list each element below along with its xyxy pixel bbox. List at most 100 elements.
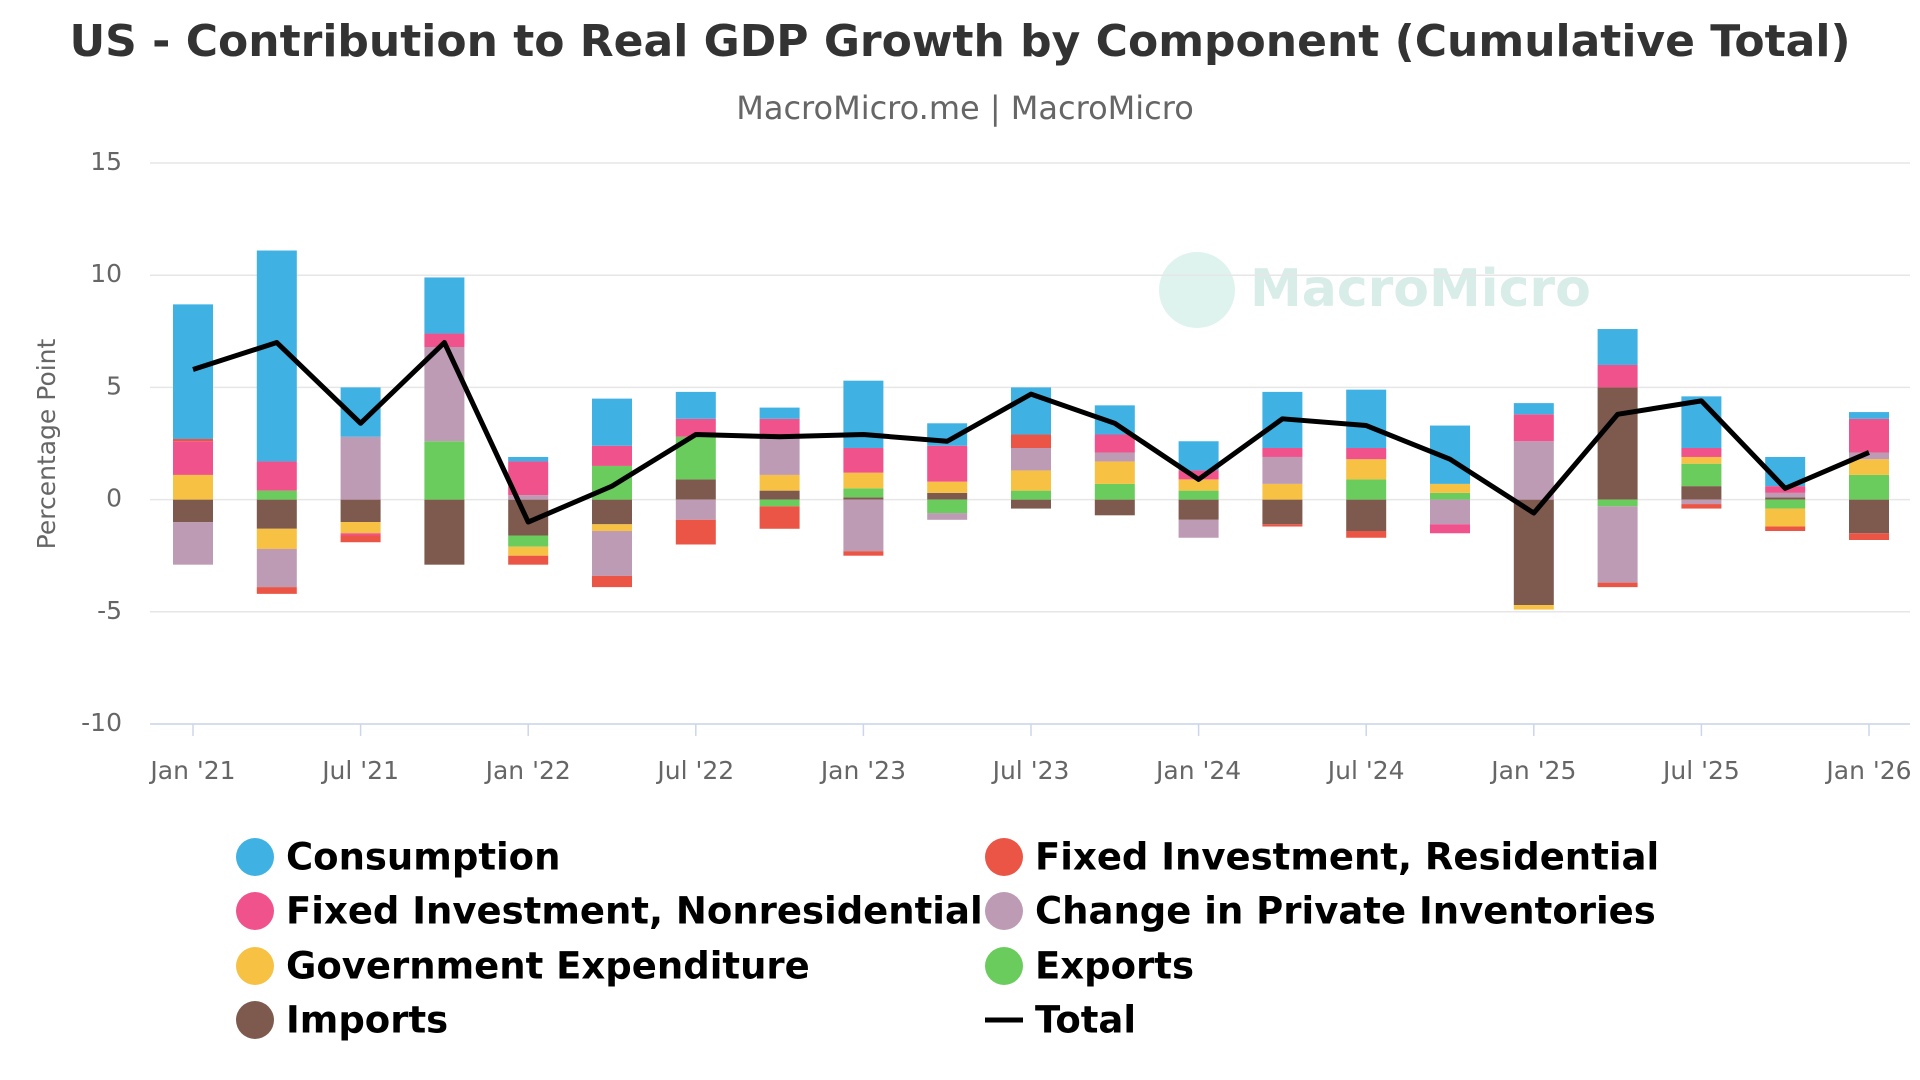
bar-segment [1681, 499, 1722, 505]
bar-segment [592, 524, 632, 532]
y-tick-label: 10 [90, 259, 122, 288]
bar-segment [927, 499, 968, 514]
legend-label: Imports [286, 999, 448, 1042]
y-tick-label: -5 [97, 596, 122, 625]
bar-segment [340, 499, 381, 523]
watermark-group: MacroMicro [1159, 252, 1591, 328]
bar-segment [759, 506, 800, 529]
bar-segment [256, 548, 297, 588]
bar-segment [1765, 499, 1806, 509]
bar-segment [675, 479, 716, 500]
legend-label: Change in Private Inventories [1035, 890, 1656, 933]
bar-segment [1597, 364, 1638, 388]
bar-segment [1513, 499, 1554, 606]
bar-segment [1681, 486, 1722, 500]
bar-segment [843, 499, 884, 552]
bar-segment [1262, 524, 1303, 527]
bar-segment [1513, 441, 1554, 500]
bar-segment [1849, 452, 1889, 460]
bar-segment [340, 436, 381, 500]
legend-marker [236, 838, 274, 876]
bar-segment [1178, 519, 1219, 538]
legend-marker [985, 892, 1023, 930]
bar-segment [1597, 582, 1638, 588]
bar-segment [1262, 447, 1303, 457]
bar-segment [508, 546, 549, 556]
bar-segment [1262, 499, 1303, 525]
legend-marker [236, 947, 274, 985]
bar-segment [1346, 447, 1387, 460]
bar-segment [1597, 499, 1638, 507]
legend-label: Government Expenditure [286, 945, 810, 988]
bar-segment [1094, 452, 1135, 462]
bar-segment [424, 347, 465, 442]
bar-segment [927, 492, 968, 500]
x-tick-label: Jan '25 [1489, 756, 1576, 785]
bar-segment [1178, 470, 1219, 480]
x-tick-label: Jul '21 [320, 756, 399, 785]
bar-segment [424, 277, 465, 334]
bar-segment [1011, 447, 1051, 471]
bar-segment [1346, 479, 1387, 500]
bar-segment [1262, 456, 1303, 484]
bar-segment [1765, 497, 1806, 500]
bar-segment [592, 499, 632, 525]
bar-segment [1346, 499, 1387, 532]
bar-segment [1178, 479, 1219, 491]
bar-segment [1178, 441, 1219, 471]
bar-segment [675, 391, 716, 419]
bar-segment [256, 461, 297, 491]
y-tick-label: 0 [106, 484, 122, 513]
bar-segment [759, 499, 800, 507]
y-tick-label: 15 [90, 147, 122, 176]
y-tick-label: 5 [106, 371, 122, 400]
watermark-logo [1159, 252, 1235, 328]
x-tick-label: Jan '23 [819, 756, 906, 785]
bar-segment [256, 528, 297, 549]
bar-segment [1849, 418, 1889, 453]
legend-label: Total [1035, 999, 1136, 1042]
bar-segment [1597, 387, 1638, 500]
bar-segment [424, 499, 465, 565]
x-tick-label: Jul '24 [1326, 756, 1405, 785]
bar-segment [1346, 531, 1387, 538]
bar-segment [592, 445, 632, 466]
bar-segment [1681, 504, 1722, 509]
bar-segment [1849, 499, 1889, 534]
x-tick-label: Jan '24 [1154, 756, 1241, 785]
bar-segment [759, 474, 800, 491]
legend-label: Fixed Investment, Nonresidential [286, 890, 983, 933]
watermark: MacroMicro [1250, 259, 1591, 319]
bar-segment [1430, 492, 1470, 500]
bar-segment [256, 499, 297, 529]
bar-segment [1346, 459, 1387, 480]
bar-segment [173, 474, 213, 500]
bar-segment [1597, 506, 1638, 583]
bar-segment [1011, 490, 1051, 500]
y-tick-label: -10 [81, 708, 122, 737]
legend-marker [236, 1001, 274, 1039]
bar-segment [843, 447, 884, 473]
bar-segment [1765, 526, 1806, 532]
bar-segment [1681, 463, 1722, 487]
bar-segment [675, 499, 716, 520]
bar-segment [927, 481, 968, 493]
bar-segment [1597, 329, 1638, 365]
bar-segment [508, 495, 549, 500]
bar-segment [592, 398, 632, 446]
bar-segment [759, 407, 800, 419]
bar-segment [508, 535, 549, 547]
bar-segment [592, 531, 632, 576]
x-tick-label: Jul '25 [1661, 756, 1740, 785]
total-line [192, 340, 1870, 525]
bar-segment [1681, 447, 1722, 457]
bar-segment [1430, 524, 1470, 534]
bar-segment [927, 513, 968, 520]
bar-segment [675, 418, 716, 437]
bar-segment [340, 522, 381, 534]
bar-segment [1011, 434, 1051, 448]
legend-label: Consumption [286, 836, 560, 879]
bar-segment [843, 488, 884, 498]
legend-label: Fixed Investment, Residential [1035, 836, 1659, 879]
bar-segment [173, 522, 213, 565]
